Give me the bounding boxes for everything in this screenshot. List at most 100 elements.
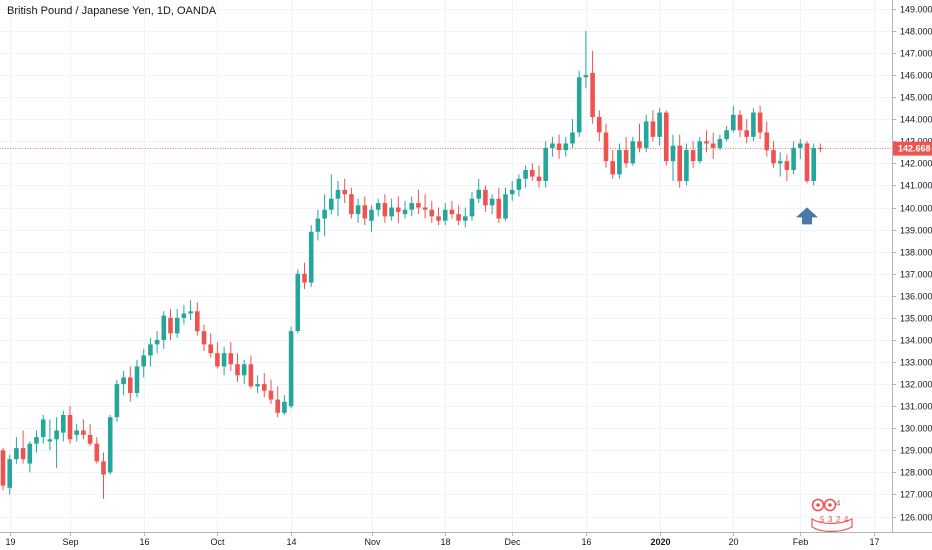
candle-body	[463, 216, 468, 221]
candle-body	[382, 203, 388, 217]
candle-body	[329, 198, 334, 210]
candle-body	[798, 143, 803, 148]
candle-down	[94, 437, 100, 464]
candle-up	[40, 415, 46, 444]
candle-down	[235, 353, 240, 382]
candle-body	[724, 130, 729, 140]
candle-down	[416, 189, 421, 215]
candle-body	[751, 112, 756, 137]
candle-up	[154, 331, 160, 354]
candle-down	[195, 302, 200, 336]
candle-body	[603, 132, 609, 162]
candle-body	[268, 390, 274, 400]
candle-body	[409, 203, 414, 210]
time-tick-label: 18	[440, 537, 450, 547]
candle-down	[610, 150, 615, 179]
candle-body	[697, 141, 703, 162]
candle-body	[14, 448, 19, 460]
candle-body	[335, 189, 341, 199]
candle-body	[148, 344, 153, 356]
candle-body	[375, 203, 381, 210]
price-tick-label: 126.000	[900, 513, 932, 523]
candle-down	[530, 163, 535, 182]
candle-up	[516, 174, 522, 197]
candle-body	[617, 150, 622, 175]
candle-down	[429, 200, 435, 223]
candle-body	[161, 315, 167, 340]
candle-body	[7, 459, 12, 488]
watermark-digit: 4	[836, 499, 841, 508]
candle-body	[664, 112, 669, 162]
tradingview-ideas-logo	[811, 498, 853, 533]
candle-body	[489, 198, 495, 206]
candle-body	[570, 132, 575, 144]
candle-body	[262, 384, 267, 391]
candle-body	[469, 198, 475, 217]
candle-body	[509, 189, 515, 195]
candle-up	[335, 181, 341, 217]
candle-body	[684, 150, 689, 182]
candle-body	[302, 273, 307, 283]
candle-down	[710, 132, 716, 159]
candle-up	[288, 326, 294, 409]
candle-body	[690, 150, 696, 162]
logo-dot-left	[816, 503, 820, 507]
candle-down	[101, 452, 106, 499]
candle-body	[416, 203, 421, 208]
candle-body	[201, 331, 207, 345]
candle-up	[174, 309, 180, 338]
candle-down	[215, 342, 220, 369]
candle-down	[764, 121, 770, 157]
candle-down	[362, 196, 368, 226]
candle-body	[744, 130, 749, 137]
candle-body	[503, 194, 508, 219]
price-tick-label: 140.000	[900, 204, 932, 214]
candle-body	[637, 141, 642, 148]
candle-body	[717, 139, 723, 148]
candle-down	[81, 419, 86, 440]
candle-down	[268, 379, 274, 404]
candle-body	[677, 145, 682, 182]
candle-body	[134, 366, 140, 393]
candle-up	[724, 125, 729, 142]
candle-body	[657, 112, 662, 137]
candle-down	[784, 154, 790, 182]
candle-up	[731, 105, 736, 133]
candle-body	[322, 209, 327, 219]
candle-body	[731, 114, 736, 131]
price-tick-label: 131.000	[900, 402, 932, 412]
candle-body	[215, 353, 220, 367]
candle-body	[436, 216, 441, 221]
candle-down	[0, 448, 6, 491]
current-price-badge	[893, 141, 932, 156]
candle-down	[382, 194, 388, 223]
candle-body	[576, 77, 582, 133]
logo-dot-right	[828, 503, 832, 507]
candle-down	[623, 136, 629, 168]
candle-body	[536, 176, 542, 182]
candle-down	[349, 187, 354, 219]
price-tick-label: 134.000	[900, 336, 932, 346]
candle-down	[208, 333, 213, 358]
candle-down	[677, 134, 682, 188]
candle-up	[751, 108, 756, 142]
candle-down	[342, 178, 347, 204]
candle-body	[804, 143, 810, 182]
candle-body	[228, 353, 234, 365]
candle-up	[148, 337, 153, 367]
time-tick-label: 16	[581, 537, 591, 547]
candle-body	[61, 415, 66, 433]
candle-body	[355, 205, 361, 215]
price-tick-label: 141.000	[900, 181, 932, 191]
candle-up	[442, 203, 448, 226]
candle-body	[221, 353, 227, 367]
candle-body	[27, 443, 33, 464]
candle-down	[436, 207, 441, 226]
candle-body	[248, 364, 254, 387]
candle-body	[764, 132, 770, 151]
candle-body	[556, 143, 562, 151]
candle-body	[74, 430, 79, 435]
watermark-digit: 3	[828, 515, 833, 524]
candle-up	[7, 454, 12, 495]
